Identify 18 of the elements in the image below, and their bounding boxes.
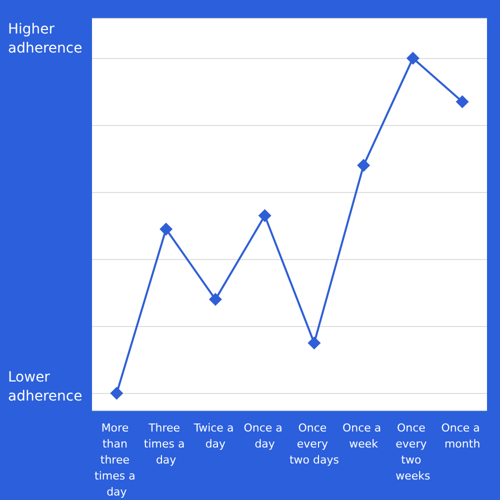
x-tick-label: Once every two days: [289, 422, 340, 466]
point: [357, 158, 370, 172]
x-tick-label: Once a week: [342, 422, 385, 450]
text: Higher adherence: [8, 22, 82, 56]
x-tick-label: Once a month: [441, 422, 484, 450]
x-tick-label: Once every two weeks: [396, 422, 431, 482]
x-tick-label: Once a day: [244, 422, 286, 450]
x-tick-label: Three times a day: [144, 422, 188, 466]
point: [406, 52, 420, 65]
point: [308, 336, 321, 350]
x-tick-label: Twice a day: [192, 422, 238, 450]
point: [456, 95, 469, 108]
point: [208, 292, 222, 306]
point: [258, 209, 272, 222]
point: [110, 386, 124, 400]
point: [160, 222, 173, 236]
x-tick-label: More than three times a day: [94, 422, 139, 498]
text: Lower adherence: [8, 370, 82, 404]
